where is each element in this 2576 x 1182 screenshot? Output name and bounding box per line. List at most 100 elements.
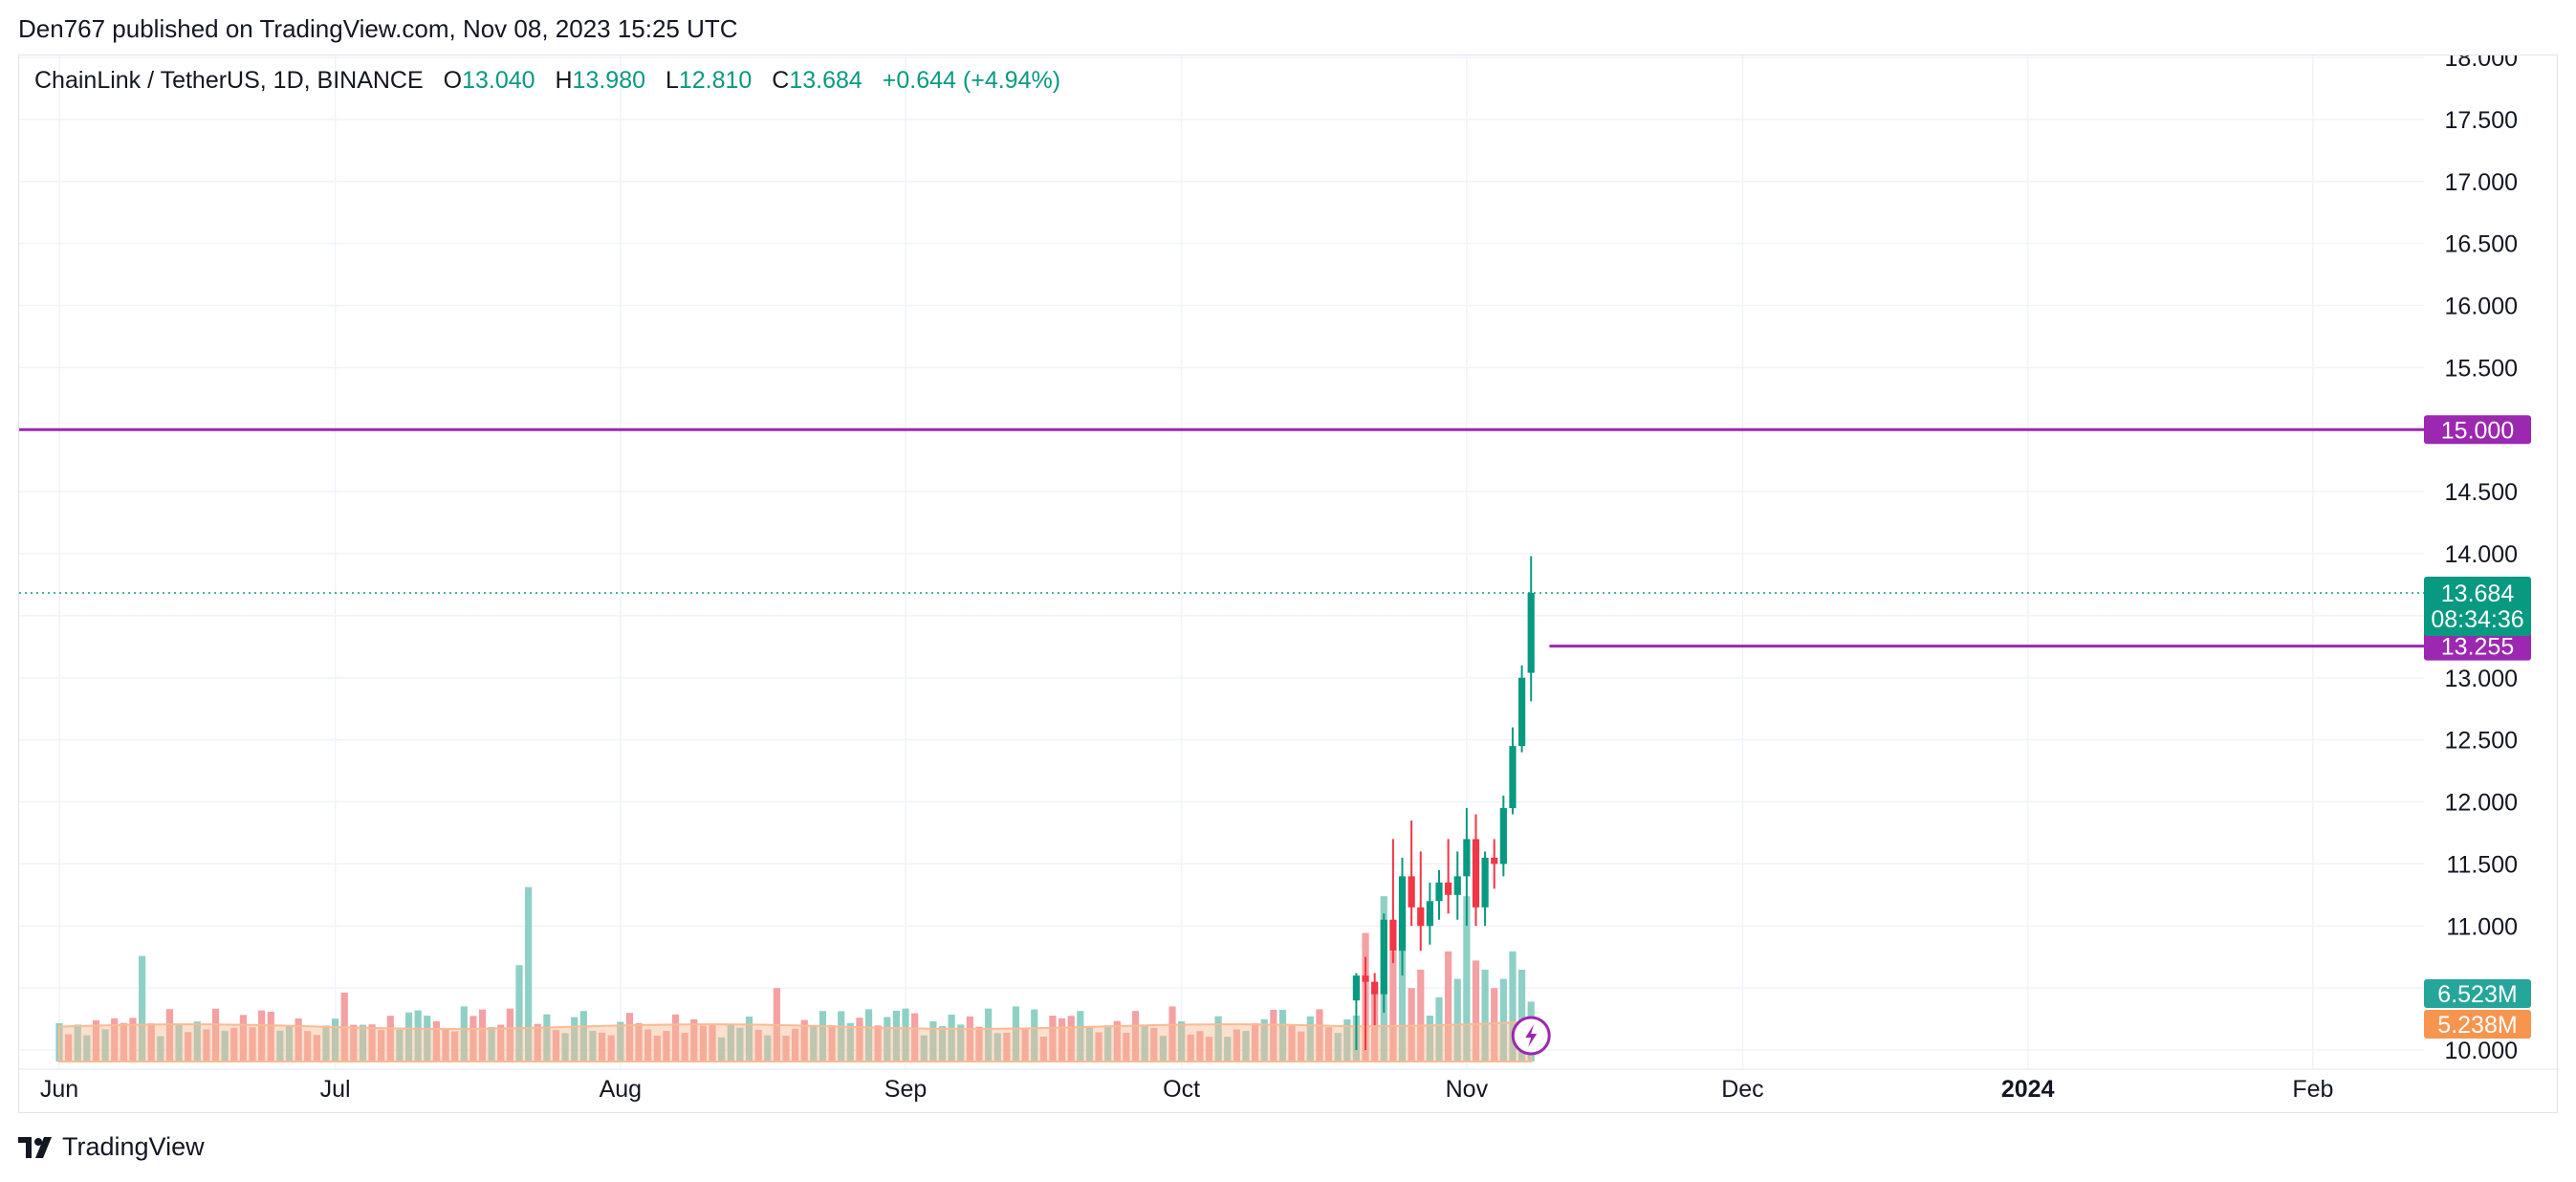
candle-body[interactable] [1445,882,1452,895]
candle-body[interactable] [1491,857,1498,865]
level-price-label: 15.000 [2441,417,2514,444]
x-tick-label: Aug [600,1076,642,1103]
candlesticks [1352,556,1535,1050]
symbol-title[interactable]: ChainLink / TetherUS, 1D, BINANCE [34,67,424,94]
volume-bar [552,1029,560,1062]
candle-body[interactable] [1472,839,1480,908]
volume-bar [1343,1019,1351,1062]
volume-bar [846,1022,854,1062]
volume-bar [1039,1036,1047,1062]
volume-bar [469,1016,477,1062]
volume-bar [1141,1025,1148,1062]
volume-bar [902,1008,909,1062]
volume-bar [1398,905,1407,1062]
volume-bar [386,1016,394,1062]
y-tick-label: 16.500 [2445,231,2518,258]
volume-bar [1334,1033,1342,1062]
x-tick-label: Jul [320,1076,351,1103]
footer-brand[interactable]: TradingView [18,1132,205,1162]
volume-bar [1509,951,1517,1062]
candle-body[interactable] [1509,746,1517,808]
volume-bar [295,1018,302,1062]
volume-bar [1306,1016,1314,1062]
y-tick-label: 13.000 [2445,666,2518,692]
volume-bar [1252,1022,1259,1062]
volume-bar [792,1028,799,1062]
volume-bar [404,1012,413,1062]
volume-bar [1113,1020,1121,1062]
last-price-tag [2424,577,2531,637]
axes: 18.000 17.500 17.000 16.500 16.000 15.500 15.0… [19,55,2559,1103]
level-price-tag [2424,631,2531,661]
volume-bar [442,1028,449,1062]
candle-body[interactable] [1481,857,1489,908]
volume-bar [1298,1031,1305,1062]
volume-bar [1205,1037,1213,1062]
volume-ma-tag [2424,1010,2531,1039]
volume-bar [681,1032,688,1062]
x-tick-label: Oct [1163,1076,1200,1103]
volume-bar [1067,1016,1075,1062]
volume-bar [157,1036,164,1062]
volume-bar [147,1023,155,1062]
candle-body[interactable] [1517,677,1526,747]
open-label: O [443,67,463,94]
volume-bar [993,1033,1001,1062]
volume-bar [83,1035,91,1062]
volume-bar [1178,1021,1186,1062]
volume-bar [276,1030,284,1062]
volume-bar [1288,1025,1296,1062]
chart-pane[interactable]: 18.000 17.500 17.000 16.500 16.000 15.500 15.0… [18,55,2559,1114]
candle-body[interactable] [1417,907,1425,927]
volume-bar [617,1021,624,1062]
volume-bar [313,1035,320,1062]
volume-bar [1389,951,1397,1062]
tradingview-logo-icon [18,1136,52,1158]
candle-body[interactable] [1408,876,1415,908]
volume-bar [165,1009,174,1062]
low-label: L [665,67,679,94]
volume-bar [239,1015,247,1062]
volume-bar [1077,1011,1084,1062]
candle-body[interactable] [1499,807,1507,865]
volume-bar [350,1024,358,1062]
volume-bar [396,1029,404,1062]
volume-bar [1187,1034,1194,1062]
volume-ma-area [58,1020,1533,1062]
horizontal-levels [19,427,2424,648]
candle-body[interactable] [1389,919,1397,952]
candle-body[interactable] [1362,975,1369,982]
candle-body[interactable] [1463,839,1471,877]
volume-bar [230,1027,238,1062]
candle-body[interactable] [1398,876,1407,952]
y-tick-label: 14.000 [2445,541,2518,568]
candle-body[interactable] [1435,882,1443,902]
volume-bar [975,1026,983,1062]
volume-bar [74,1024,81,1062]
candle-body[interactable] [1352,975,1361,1001]
candle-body[interactable] [1426,901,1433,927]
volume-bar [111,1018,119,1062]
volume-bar [1278,1009,1287,1062]
candle-body[interactable] [1453,876,1461,895]
volume-bar [534,1023,541,1062]
volume-bar [359,1024,367,1062]
volume-bar [938,1026,947,1062]
level-price-tag [2424,415,2531,445]
volume-bar [478,1009,487,1062]
chart-canvas[interactable]: 18.000 17.500 17.000 16.500 16.000 15.500 15.0… [19,55,2559,1114]
volume-bar [414,1010,422,1062]
y-tick-label: 15.500 [2445,355,2518,382]
candle-body[interactable] [1527,593,1535,673]
volume-bar [709,1023,716,1062]
volume-bar [120,1022,127,1062]
level-price-label: 13.255 [2441,634,2514,661]
candle-body[interactable] [1380,919,1387,995]
x-tick-label: Nov [1446,1076,1489,1103]
candle-body[interactable] [1371,981,1379,995]
volume-bar [810,1026,818,1062]
volume-bar [1242,1030,1250,1062]
volume-bar [1104,1025,1112,1062]
countdown-label: 08:34:36 [2431,606,2523,633]
volume-bars [55,886,1535,1062]
